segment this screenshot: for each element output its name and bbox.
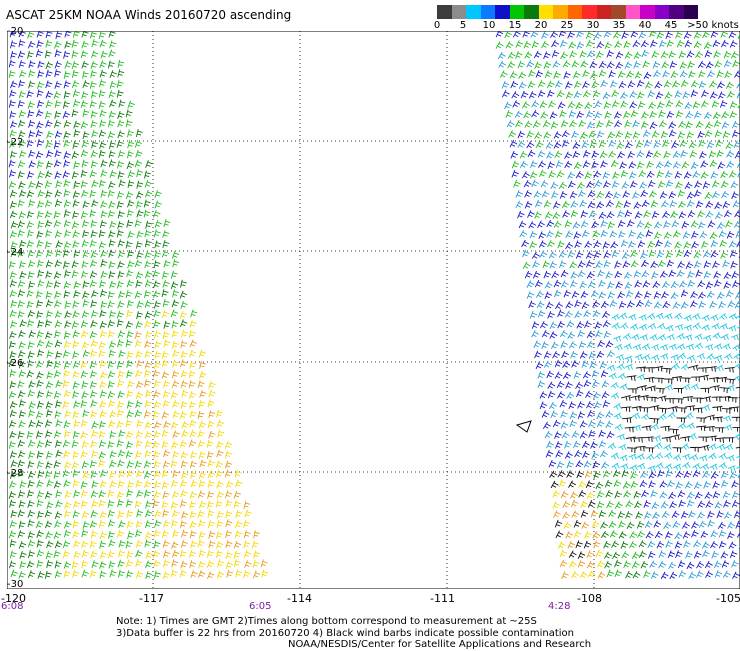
time-label-left: 6:08 [1, 601, 23, 612]
legend-swatch [466, 5, 481, 19]
legend-label: >50 knots [687, 20, 739, 31]
legend-swatch [611, 5, 626, 19]
legend-swatch [481, 5, 496, 19]
note-line-2: 3)Data buffer is 22 hrs from 20160720 4)… [116, 628, 591, 640]
lat-label-30: -30 [7, 580, 23, 590]
lon-label-117: -117 [139, 592, 164, 605]
legend-swatch [524, 5, 539, 19]
legend-label: 5 [460, 20, 466, 31]
map-title: ASCAT 25KM NOAA Winds 20160720 ascending [6, 8, 291, 22]
legend-swatch [452, 5, 467, 19]
lon-label-105: -105 [716, 592, 740, 605]
lat-label-20: -20 [7, 27, 23, 37]
wind-map[interactable] [7, 31, 740, 589]
lat-label-28: -28 [7, 469, 23, 479]
legend-swatch [539, 5, 554, 19]
legend-color-bar [437, 5, 698, 19]
wind-barb-plot [7, 31, 740, 589]
legend-swatch [568, 5, 583, 19]
lon-label-108: -108 [577, 592, 602, 605]
legend-swatch [626, 5, 641, 19]
legend-label: 10 [483, 20, 496, 31]
legend-label: 25 [561, 20, 574, 31]
legend-swatch [669, 5, 684, 19]
legend-swatch [553, 5, 568, 19]
note-line-1: Note: 1) Times are GMT 2)Times along bot… [116, 616, 591, 628]
time-label-middle: 6:05 [249, 601, 271, 612]
footnotes: Note: 1) Times are GMT 2)Times along bot… [116, 616, 591, 651]
legend-swatch [640, 5, 655, 19]
time-label-right: 4:28 [548, 601, 570, 612]
legend-label: 35 [613, 20, 626, 31]
lat-label-24: -24 [7, 248, 23, 258]
legend-swatch [437, 5, 452, 19]
legend-label: 15 [509, 20, 522, 31]
lon-label-111: -111 [430, 592, 455, 605]
note-line-3: NOAA/NESDIS/Center for Satellite Applica… [116, 639, 591, 651]
legend-label: 40 [639, 20, 652, 31]
legend-swatch [582, 5, 597, 19]
legend-label: 0 [434, 20, 440, 31]
legend-swatch [655, 5, 670, 19]
legend-swatch [495, 5, 510, 19]
legend-swatch [684, 5, 699, 19]
lat-label-22: -22 [7, 138, 23, 148]
legend-swatch [597, 5, 612, 19]
lat-label-26: -26 [7, 359, 23, 369]
wind-speed-legend: 0 5 10 15 20 25 30 35 40 45 >50 knots [437, 5, 697, 33]
legend-swatch [510, 5, 525, 19]
lon-label-114: -114 [287, 592, 312, 605]
legend-label: 45 [665, 20, 678, 31]
legend-label: 20 [535, 20, 548, 31]
legend-label: 30 [587, 20, 600, 31]
